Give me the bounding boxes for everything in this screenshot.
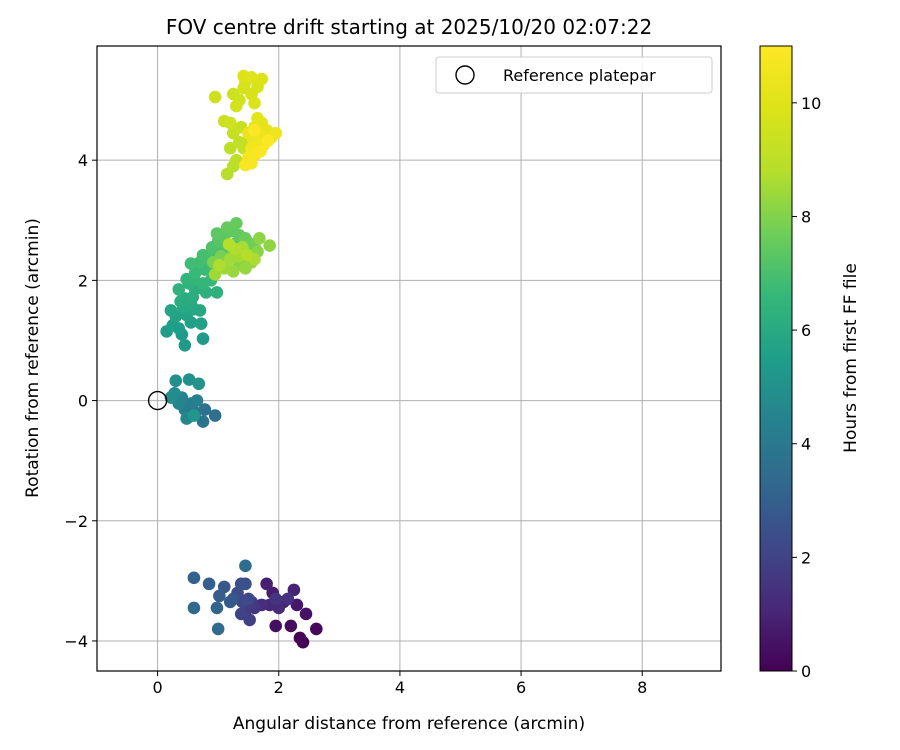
data-point: [172, 283, 186, 296]
data-point: [293, 631, 307, 645]
x-axis: 0 2 4 6 8: [152, 671, 647, 697]
data-point: [269, 619, 283, 633]
data-point: [187, 601, 201, 615]
data-point: [255, 72, 269, 86]
y-axis-label: Rotation from reference (arcmin): [23, 218, 43, 498]
data-point: [164, 391, 178, 404]
x-tick-label: 0: [152, 678, 162, 697]
x-tick-label: 2: [274, 678, 284, 697]
plot-frame: [96, 45, 722, 672]
x-tick-label: 6: [516, 678, 526, 697]
data-point: [269, 592, 283, 606]
data-point: [223, 595, 237, 609]
colorbar-tick-label: 10: [801, 94, 821, 113]
colorbar-gradient: [759, 45, 793, 672]
data-point: [196, 332, 210, 345]
chart-title: FOV centre drift starting at 2025/10/20 …: [166, 15, 652, 39]
data-point: [240, 248, 254, 262]
y-tick-label: 4: [78, 151, 88, 170]
data-point: [193, 304, 207, 317]
data-point: [242, 592, 255, 606]
reference-marker-group: [147, 390, 168, 411]
data-point: [194, 317, 208, 330]
data-point: [234, 607, 248, 621]
reference-platepar-marker: [147, 390, 168, 411]
data-point: [178, 338, 192, 352]
data-point: [239, 559, 252, 573]
data-point: [223, 116, 237, 130]
data-point: [210, 286, 224, 299]
data-point: [245, 70, 258, 84]
data-point: [192, 377, 206, 391]
data-point: [299, 607, 313, 621]
y-tick-label: 2: [78, 271, 88, 290]
y-tick-label: −4: [64, 632, 88, 651]
data-point: [284, 619, 298, 633]
x-tick-label: 4: [395, 678, 405, 697]
data-point: [208, 409, 222, 422]
colorbar-tick-label: 4: [801, 435, 811, 454]
data-point: [196, 248, 210, 262]
data-point: [208, 90, 222, 104]
data-point: [223, 141, 237, 155]
colorbar-ticks: 0 2 4 6 8 10: [792, 94, 821, 681]
data-point: [174, 295, 187, 308]
data-point: [188, 266, 202, 280]
data-point: [210, 227, 224, 240]
data-point: [230, 99, 243, 113]
data-point: [187, 409, 201, 422]
x-axis-label: Angular distance from reference (arcmin): [233, 714, 585, 734]
colorbar-tick-label: 6: [801, 321, 811, 340]
data-point: [261, 134, 275, 148]
data-point: [234, 577, 248, 591]
data-point: [222, 238, 236, 251]
y-axis: −4 −2 0 2 4: [64, 151, 97, 651]
data-point: [253, 232, 266, 245]
data-point: [248, 123, 261, 137]
y-tick-label: 0: [78, 392, 88, 411]
data-point: [187, 571, 201, 585]
legend-label: Reference platepar: [503, 66, 656, 85]
data-point: [260, 577, 273, 591]
colorbar-tick-label: 2: [801, 548, 811, 567]
colorbar-tick-label: 0: [801, 662, 811, 681]
legend: Reference platepar: [435, 56, 713, 94]
data-point: [263, 239, 276, 252]
colorbar-tick-label: 8: [801, 207, 811, 226]
grid-lines: [97, 46, 721, 671]
data-point: [213, 259, 226, 272]
data-point: [198, 403, 212, 416]
data-point: [310, 622, 323, 636]
y-tick-label: −2: [64, 512, 88, 531]
legend-box: [435, 56, 713, 94]
data-point: [202, 577, 216, 591]
x-tick-label: 8: [637, 678, 647, 697]
data-point: [239, 158, 252, 172]
data-point: [196, 415, 210, 428]
data-point: [281, 592, 295, 606]
data-point: [213, 589, 226, 603]
data-point: [230, 216, 243, 230]
data-point: [169, 374, 183, 388]
data-point: [287, 583, 301, 597]
data-point: [254, 144, 267, 158]
data-points: [160, 69, 323, 649]
colorbar-label: Hours from first FF file: [841, 263, 861, 453]
data-point: [290, 598, 304, 612]
data-point: [190, 394, 204, 407]
data-point: [211, 622, 225, 636]
data-point: [239, 262, 252, 275]
data-point: [210, 601, 224, 615]
data-point: [248, 96, 261, 110]
colorbar: 0 2 4 6 8 10 Hours from first FF file: [759, 45, 861, 681]
data-point: [182, 373, 196, 386]
data-point: [164, 304, 178, 317]
legend-marker-open-circle: [455, 65, 475, 85]
